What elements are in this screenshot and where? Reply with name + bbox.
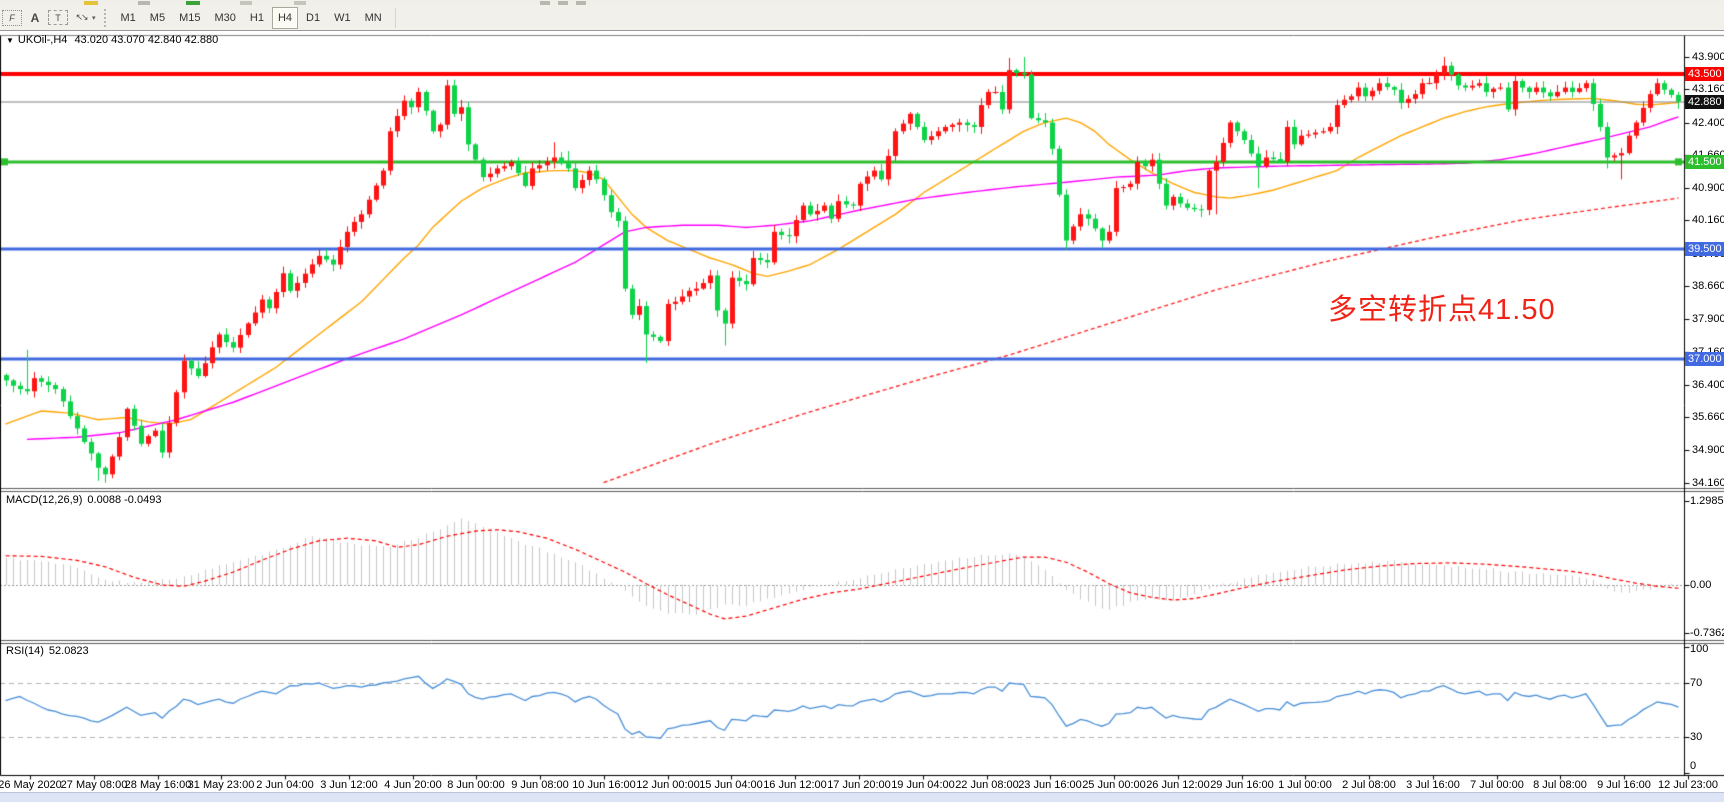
horizontal-scrollbar[interactable]: [0, 792, 1724, 802]
text-icon[interactable]: A: [30, 10, 40, 25]
time-axis-label: 2 Jun 04:00: [256, 779, 314, 791]
time-axis-label: 26 Jun 12:00: [1146, 779, 1210, 791]
time-axis-label: 9 Jun 08:00: [511, 779, 569, 791]
time-axis-label: 10 Jun 16:00: [572, 779, 636, 791]
rsi-value: 52.0823: [48, 645, 89, 657]
time-axis-label: 19 Jun 04:00: [891, 779, 955, 791]
time-axis-label: 7 Jul 00:00: [1470, 779, 1524, 791]
clipped-icon-sliver: [240, 1, 252, 5]
time-axis-label: 28 May 16:00: [124, 779, 192, 791]
macd-scale-label: 1.2985: [1690, 494, 1724, 507]
time-axis-label: 17 Jun 20:00: [827, 779, 891, 791]
time-axis-label: 9 Jul 16:00: [1597, 779, 1651, 791]
clipped-icon-sliver: [540, 1, 550, 5]
toolbar-grip[interactable]: [103, 8, 109, 27]
chart-canvas[interactable]: [0, 30, 1724, 801]
clipped-toolbar-row: [0, 0, 1724, 5]
price-badge-41.500: 41.500: [1685, 154, 1724, 169]
price-tick-label: 37.900: [1692, 313, 1724, 326]
rsi-label: RSI(14) 52.0823: [6, 645, 89, 657]
macd-scale-label: 0.00: [1690, 579, 1712, 591]
time-axis-label: 15 Jun 04:00: [699, 779, 763, 791]
timeframe-button-h4[interactable]: H4: [271, 6, 299, 29]
arrows-icon[interactable]: ↖↘: [75, 12, 88, 22]
price-tick-label: 34.160: [1692, 476, 1724, 489]
chart-text-annotation[interactable]: 多空转折点41.50: [1328, 294, 1556, 326]
clipped-icon-sliver: [186, 1, 200, 5]
time-axis-label: 31 May 23:00: [187, 779, 255, 791]
rsi-scale-label: 70: [1690, 677, 1703, 689]
price-badge-39.500: 39.500: [1685, 242, 1724, 257]
time-axis-label: 12 Jul 23:00: [1658, 779, 1718, 791]
time-axis-label: 4 Jun 20:00: [384, 779, 442, 791]
symbol-label: UKOil-,H4: [17, 34, 68, 46]
price-tick-label: 43.160: [1692, 83, 1724, 96]
price-tick-label: 40.160: [1692, 214, 1724, 227]
time-axis-label: 23 Jun 16:00: [1018, 779, 1082, 791]
timeframe-button-m15[interactable]: M15: [179, 11, 201, 24]
rsi-scale-label: 100: [1690, 643, 1709, 655]
price-tick-label: 40.900: [1692, 182, 1724, 195]
timeframe-button-m30[interactable]: M30: [214, 11, 236, 24]
time-axis-label: 22 Jun 08:00: [955, 779, 1019, 791]
price-tick-label: 35.660: [1692, 411, 1724, 424]
price-badge-43.500: 43.500: [1685, 67, 1724, 82]
clipped-icon-sliver: [84, 1, 98, 5]
time-axis-label: 1 Jul 00:00: [1278, 779, 1332, 791]
time-axis-label: 8 Jun 00:00: [447, 779, 505, 791]
time-axis-label: 27 May 08:00: [60, 779, 128, 791]
fibonacci-icon[interactable]: F: [2, 9, 22, 26]
price-tick-label: 42.400: [1692, 116, 1724, 129]
time-axis-label: 29 Jun 16:00: [1210, 779, 1274, 791]
clipped-icon-sliver: [558, 1, 568, 5]
price-tick-label: 38.660: [1692, 279, 1724, 292]
toolbar: F A T ↖↘ ▾ M1 M5 M15 M30 H1 H4 D1 W1 MN: [0, 5, 1724, 31]
timeframe-button-m1[interactable]: M1: [120, 11, 136, 24]
timeframe-button-mn[interactable]: MN: [364, 11, 382, 24]
toolbar-separator: [394, 7, 396, 28]
macd-label: MACD(12,26,9) 0.0088 -0.0493: [6, 494, 161, 506]
time-axis-label: 25 Jun 00:00: [1082, 779, 1146, 791]
macd-scale-label: -0.7362: [1690, 626, 1724, 639]
clipped-icon-sliver: [576, 1, 586, 5]
timeframe-button-w1[interactable]: W1: [334, 11, 351, 24]
time-axis-label: 26 May 2020: [0, 779, 62, 791]
timeframe-button-m5[interactable]: M5: [149, 11, 166, 24]
price-badge-42.880: 42.880: [1685, 94, 1724, 109]
timeframe-button-group: M1 M5 M15 M30 H1 H4 D1 W1 MN: [114, 6, 389, 29]
ohlc-values: 43.020 43.070 42.840 42.880: [74, 34, 219, 46]
timeframe-button-d1[interactable]: D1: [306, 11, 321, 24]
chart-title: ▼ UKOil-,H4 43.020 43.070 42.840 42.880: [6, 34, 218, 46]
price-tick-label: 34.900: [1692, 444, 1724, 457]
timeframe-button-h1[interactable]: H1: [249, 11, 264, 24]
price-tick-label: 43.900: [1692, 51, 1724, 63]
rsi-name: RSI(14): [6, 645, 44, 657]
rsi-scale-label: 30: [1690, 731, 1703, 743]
macd-name: MACD(12,26,9): [6, 494, 83, 506]
clipped-icon-sliver: [294, 1, 306, 5]
time-axis-label: 2 Jul 08:00: [1342, 779, 1396, 791]
time-axis-label: 16 Jun 12:00: [763, 779, 827, 791]
price-tick-label: 36.400: [1692, 378, 1724, 391]
time-axis-label: 12 Jun 00:00: [636, 779, 700, 791]
chevron-down-icon[interactable]: ▾: [92, 14, 96, 22]
clipped-icon-sliver: [138, 1, 150, 5]
time-axis-label: 3 Jun 12:00: [320, 779, 378, 791]
price-badge-37.000: 37.000: [1685, 351, 1724, 366]
macd-values: 0.0088 -0.0493: [87, 494, 162, 506]
text-label-icon[interactable]: T: [48, 10, 68, 25]
collapse-caret-icon[interactable]: ▼: [6, 36, 14, 45]
time-axis-label: 3 Jul 16:00: [1406, 779, 1460, 791]
time-axis-label: 8 Jul 08:00: [1533, 779, 1587, 791]
rsi-scale-label: 0: [1690, 760, 1697, 772]
